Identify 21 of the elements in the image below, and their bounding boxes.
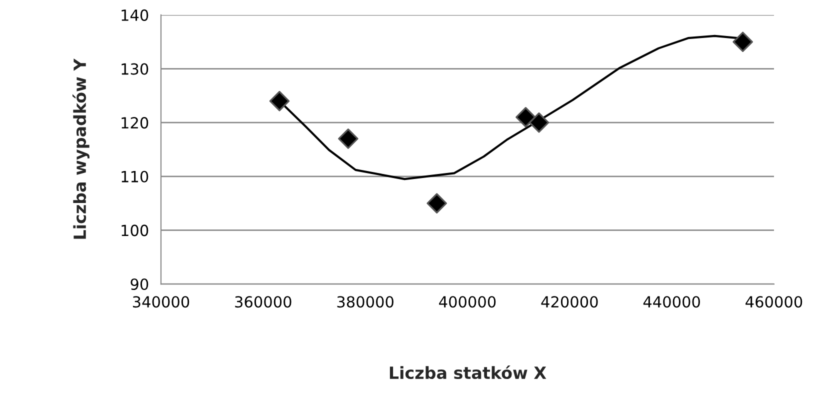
x-tick-label: 360000 <box>235 296 292 308</box>
point <box>426 193 447 214</box>
x-tick-label: 340000 <box>132 296 190 308</box>
y-tick-label: 130 <box>122 63 148 75</box>
point <box>269 90 290 112</box>
point <box>732 32 753 52</box>
y-tick-label: 100 <box>122 224 148 236</box>
x-tick-label: 460000 <box>746 296 802 308</box>
y-axis-title: Liczba wypadków Y <box>72 58 90 239</box>
y-tick-label: 120 <box>122 117 148 129</box>
point <box>516 107 536 128</box>
y-tick-label: 90 <box>130 278 148 290</box>
x-tick-label: 420000 <box>541 296 598 308</box>
point <box>338 128 358 149</box>
x-tick-label: 380000 <box>337 296 394 308</box>
x-tick-label: 440000 <box>643 296 700 308</box>
y-tick-label: 110 <box>122 170 148 182</box>
point <box>528 112 550 133</box>
x-axis-title: Liczba statków X <box>390 365 546 380</box>
x-tick-label: 400000 <box>439 296 496 308</box>
y-tick-label: 140 <box>122 9 148 21</box>
